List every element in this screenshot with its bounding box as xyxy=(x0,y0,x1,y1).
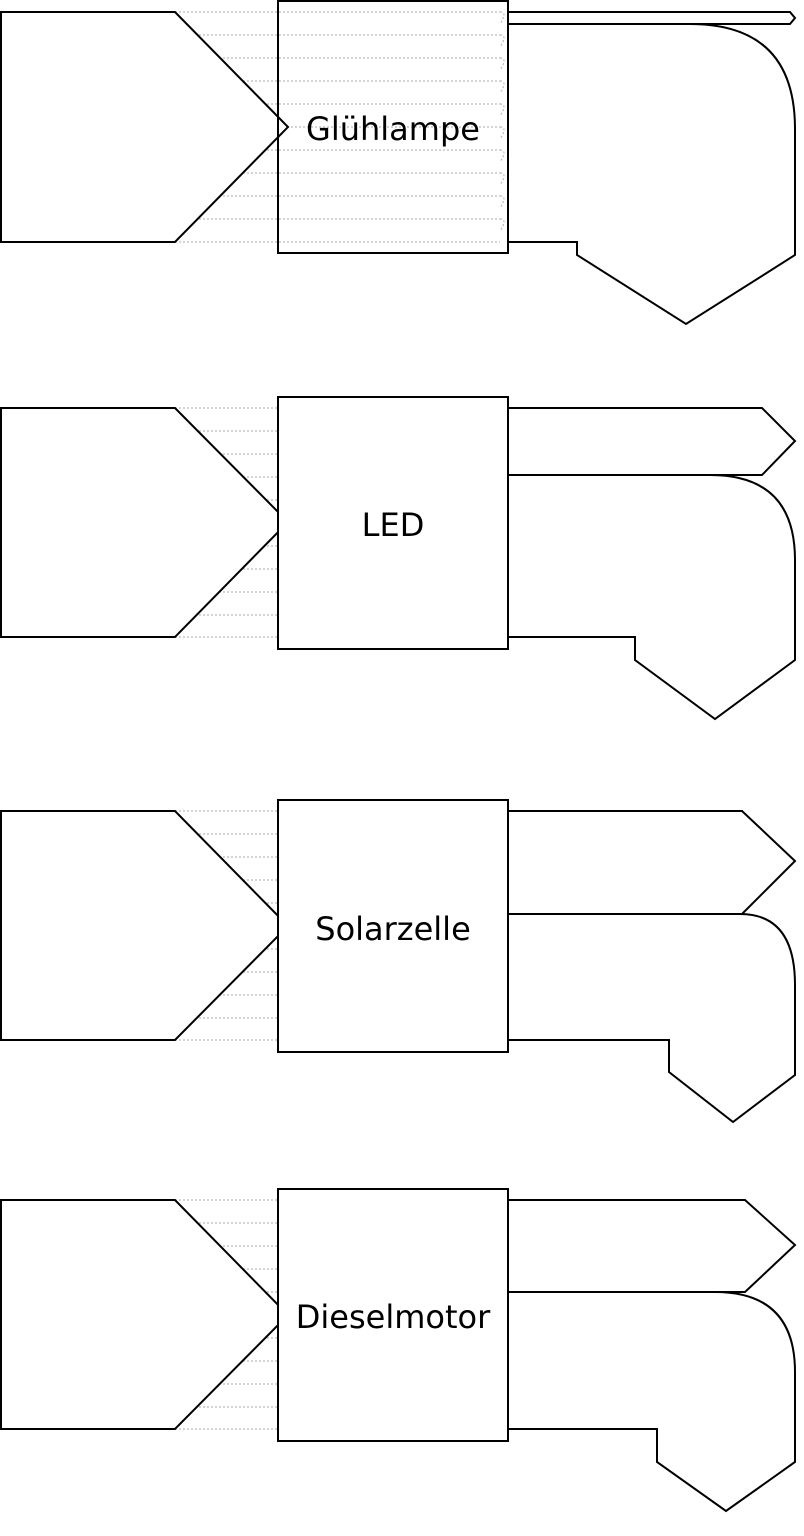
energy-input-arrow xyxy=(0,810,290,1041)
energy-input-arrow xyxy=(0,1199,290,1430)
sankey-diagram-gluehlampe: Glühlampe xyxy=(0,0,797,326)
input-flow-lines xyxy=(175,11,505,243)
converter-box xyxy=(277,396,509,650)
device-label: Solarzelle xyxy=(315,910,471,948)
energy-input-arrow xyxy=(0,407,290,638)
converter-box xyxy=(277,1188,509,1442)
loss-output-arrow xyxy=(507,474,796,721)
useful-output-arrow xyxy=(507,407,797,476)
sankey-diagram-led: LED xyxy=(0,396,797,721)
loss-output-arrow xyxy=(507,23,796,326)
device-label: Dieselmotor xyxy=(296,1298,491,1336)
device-label: Glühlampe xyxy=(306,110,480,148)
loss-output-arrow xyxy=(507,1291,796,1513)
sankey-diagram-dieselmotor: Dieselmotor xyxy=(0,1188,797,1513)
device-label: LED xyxy=(362,506,425,544)
useful-output-arrow xyxy=(507,11,797,25)
energy-input-arrow xyxy=(0,11,290,243)
sankey-diagram-solarzelle: Solarzelle xyxy=(0,799,797,1124)
loss-output-arrow xyxy=(507,913,796,1124)
converter-box xyxy=(277,799,509,1053)
useful-output-arrow xyxy=(507,1199,797,1293)
useful-output-arrow xyxy=(507,810,797,915)
